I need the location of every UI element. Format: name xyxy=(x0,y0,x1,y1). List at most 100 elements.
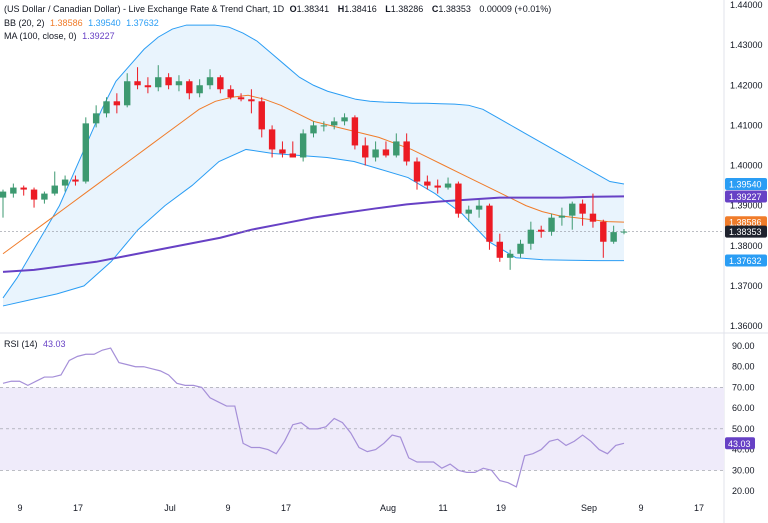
candle-body xyxy=(72,179,79,182)
candle-body xyxy=(258,101,265,130)
rsi-value: 43.03 xyxy=(43,339,66,349)
bb-legend: BB (20, 2) 1.38586 1.39540 1.37632 xyxy=(4,18,162,28)
symbol-title: (US Dollar / Canadian Dollar) - Live Exc… xyxy=(4,4,285,14)
price-tick-label: 1.37000 xyxy=(730,281,763,291)
price-label-bb-mid xyxy=(725,216,767,229)
ma-legend: MA (100, close, 0) 1.39227 xyxy=(4,31,118,41)
candle-body xyxy=(61,179,69,186)
rsi-label: RSI (14) xyxy=(4,339,38,349)
time-axis-label: 19 xyxy=(496,503,506,513)
rsi-line xyxy=(2,347,625,488)
rsi-tick-label: 20.00 xyxy=(732,486,755,496)
ohlc-open: O1.38341 xyxy=(289,4,330,14)
candle-body xyxy=(475,205,483,210)
time-axis-label: 11 xyxy=(438,503,447,513)
candle-body xyxy=(206,77,214,86)
candle-body xyxy=(465,209,472,214)
candle-body xyxy=(424,181,431,186)
candle-body xyxy=(103,101,110,114)
price-tick-label: 1.40000 xyxy=(730,161,763,171)
ma-100-line xyxy=(2,195,625,273)
candle-body xyxy=(506,253,514,258)
candle-body xyxy=(196,85,203,94)
candle-body xyxy=(548,217,555,232)
candle-body xyxy=(144,85,152,88)
time-axis-label: Jul xyxy=(164,503,176,513)
rsi-tick-label: 70.00 xyxy=(732,382,755,392)
candle-body xyxy=(413,161,421,182)
candle-body xyxy=(320,125,328,127)
rsi-tick-label: 80.00 xyxy=(732,362,755,372)
candle-body xyxy=(569,203,576,216)
bb-mid-value: 1.38586 xyxy=(50,18,83,28)
ma-label: MA (100, close, 0) xyxy=(4,31,77,41)
time-axis-label: 9 xyxy=(225,503,230,513)
price-label-text: 1.39227 xyxy=(729,192,762,202)
bb-upper-value: 1.39540 xyxy=(88,18,121,28)
candle-body xyxy=(393,141,400,156)
candle-body xyxy=(217,77,224,90)
ma-value: 1.39227 xyxy=(82,31,115,41)
time-axis-label: 17 xyxy=(694,503,704,513)
price-tick-label: 1.41000 xyxy=(730,120,763,130)
candle-body xyxy=(92,113,100,124)
candle-body xyxy=(341,117,348,122)
time-axis-label: 17 xyxy=(281,503,291,513)
candle-body xyxy=(279,149,286,154)
rsi-tick-label: 40.00 xyxy=(732,445,755,455)
candle-body xyxy=(82,123,90,182)
time-axis-label: Sep xyxy=(581,503,597,513)
ohlc-change: 0.00009 (+0.01%) xyxy=(479,4,552,14)
ohlc-high: H1.38416 xyxy=(337,4,377,14)
candle-body xyxy=(434,185,441,188)
price-label-ma xyxy=(725,190,767,203)
candle-body xyxy=(175,81,183,86)
candle-body xyxy=(351,117,359,146)
candle-body xyxy=(0,191,7,198)
bollinger-band-fill xyxy=(3,25,624,306)
candle-body xyxy=(362,145,369,158)
price-tick-label: 1.36000 xyxy=(730,321,763,331)
candle-body xyxy=(444,183,452,188)
candle-body xyxy=(30,189,38,200)
price-label-text: 1.39540 xyxy=(729,179,762,189)
candle-body xyxy=(403,141,410,162)
rsi-value-label-text: 43.03 xyxy=(728,439,751,449)
price-label-text: 1.37632 xyxy=(729,256,762,266)
candle-body xyxy=(165,77,172,86)
bb-label: BB (20, 2) xyxy=(4,18,45,28)
candle-body xyxy=(486,205,493,242)
price-tick-label: 1.42000 xyxy=(730,80,763,90)
candle-body xyxy=(41,193,48,200)
candle-body xyxy=(310,125,317,134)
candle-body xyxy=(10,187,17,194)
rsi-legend: RSI (14) 43.03 xyxy=(4,339,69,349)
candle-body xyxy=(268,129,276,150)
candle-body xyxy=(527,229,535,244)
price-label-bb-upper xyxy=(725,177,767,190)
candle-body xyxy=(51,185,58,194)
candle-body xyxy=(134,81,141,86)
time-axis-label: 9 xyxy=(17,503,22,513)
candle-body xyxy=(589,213,597,222)
candle-body xyxy=(620,231,628,233)
candle-body xyxy=(496,241,504,258)
candle-body xyxy=(330,121,338,126)
rsi-tick-label: 60.00 xyxy=(732,403,755,413)
bb-lower-line xyxy=(2,148,624,307)
candle-body xyxy=(289,153,297,158)
price-label-text: 1.38353 xyxy=(729,227,762,237)
candle-body xyxy=(372,149,379,158)
candle-body xyxy=(237,97,245,100)
bb-lower-value: 1.37632 xyxy=(126,18,159,28)
ohlc-close: C1.38353 xyxy=(431,4,471,14)
candle-body xyxy=(558,215,566,218)
price-tick-label: 1.38000 xyxy=(730,241,763,251)
candle-body xyxy=(248,99,255,102)
candle-body xyxy=(579,203,586,214)
candle-body xyxy=(299,133,307,158)
time-axis-label: 9 xyxy=(638,503,643,513)
candle-body xyxy=(186,81,193,94)
price-tick-label: 1.39000 xyxy=(730,201,763,211)
price-tick-label: 1.43000 xyxy=(730,40,763,50)
